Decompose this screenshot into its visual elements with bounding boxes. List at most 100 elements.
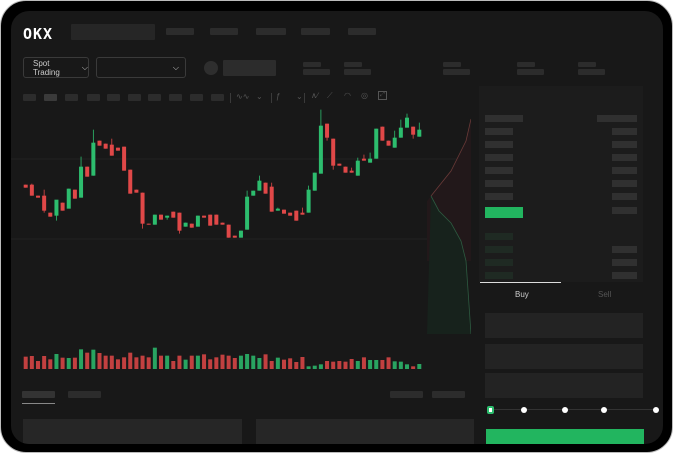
bid-price[interactable] — [485, 272, 513, 279]
ask-size[interactable] — [612, 207, 637, 214]
timeframe-button[interactable] — [23, 94, 36, 101]
bid-price[interactable] — [485, 233, 513, 240]
candle-body — [220, 222, 225, 225]
nav-item[interactable] — [210, 28, 238, 35]
candle-body — [392, 137, 397, 148]
volume-bar — [140, 355, 145, 369]
indicator-icon[interactable]: ƒ — [276, 92, 281, 101]
ask-size[interactable] — [612, 141, 637, 148]
timeframe-button[interactable] — [87, 94, 100, 101]
ask-size[interactable] — [612, 154, 637, 161]
tab-buy[interactable]: Buy — [515, 290, 529, 299]
chevron-down-icon: ⌵ — [81, 62, 88, 72]
pair-dropdown[interactable]: ⌵ — [96, 57, 186, 78]
volume-bar — [263, 354, 268, 369]
nav-item[interactable] — [301, 28, 330, 35]
candle-body — [282, 209, 286, 214]
stat-value — [443, 69, 470, 75]
ask-price[interactable] — [485, 128, 513, 135]
stat-value — [303, 69, 330, 75]
slider-step[interactable] — [601, 407, 607, 413]
volume-bar — [146, 357, 151, 369]
candlestick-chart[interactable] — [11, 101, 471, 376]
candle-body — [343, 166, 348, 173]
market-type-label: Spot Trading — [33, 58, 60, 77]
volume-bar — [325, 361, 330, 369]
timeframe-button[interactable] — [190, 94, 203, 101]
search-bar[interactable] — [71, 24, 155, 40]
chart-type-icon[interactable]: ∿∿ — [236, 92, 250, 101]
timeframe-button[interactable] — [107, 94, 120, 101]
ask-price[interactable] — [485, 180, 513, 187]
tab-open-orders[interactable] — [22, 391, 55, 398]
candle-body — [177, 212, 182, 231]
orderbook-header[interactable] — [485, 115, 523, 122]
volume-bar — [134, 357, 139, 369]
line-icon[interactable]: ∧∕ — [311, 91, 319, 100]
depth-bid-area — [427, 196, 471, 334]
slider-handle[interactable] — [487, 406, 494, 414]
ask-price[interactable] — [485, 167, 513, 174]
slider-step[interactable] — [653, 407, 659, 413]
last-price[interactable] — [485, 207, 523, 218]
timeframe-button[interactable] — [211, 94, 224, 101]
ruler-icon[interactable]: ⟋ — [327, 91, 333, 100]
amount-slider-track[interactable] — [491, 409, 657, 410]
filter-button[interactable] — [432, 391, 465, 398]
tab-order-history[interactable] — [68, 391, 101, 398]
okx-logo[interactable]: OKX — [23, 25, 54, 43]
bid-size[interactable] — [612, 259, 637, 266]
volume-bar — [361, 357, 366, 369]
order-book — [479, 86, 643, 282]
tab-sell[interactable]: Sell — [598, 290, 612, 299]
candle-body — [288, 212, 293, 216]
volume-bar — [288, 358, 293, 369]
timeframe-button[interactable] — [148, 94, 161, 101]
nav-item[interactable] — [348, 28, 376, 35]
volume-bar — [171, 361, 176, 369]
market-type-dropdown[interactable]: Spot Trading ⌵ — [23, 57, 89, 78]
total-input[interactable] — [485, 373, 643, 398]
settings-circle-icon[interactable]: ◎ — [361, 91, 368, 100]
amount-input[interactable] — [485, 344, 643, 369]
timeframe-button[interactable] — [44, 94, 57, 101]
filter-button[interactable] — [390, 391, 423, 398]
chevron-down-icon[interactable]: ⌄ — [296, 92, 303, 101]
bid-price[interactable] — [485, 259, 513, 266]
timeframe-button[interactable] — [128, 94, 141, 101]
stat-label — [344, 62, 362, 67]
timeframe-button[interactable] — [169, 94, 182, 101]
ask-size[interactable] — [612, 180, 637, 187]
volume-bar — [232, 358, 237, 369]
chevron-down-icon[interactable]: ⌄ — [256, 92, 263, 101]
candle-body — [374, 128, 379, 159]
ask-size[interactable] — [612, 128, 637, 135]
volume-bar — [245, 354, 250, 369]
chevron-down-icon: ⌵ — [172, 62, 179, 72]
candle-body — [134, 189, 139, 193]
ask-price[interactable] — [485, 154, 513, 161]
bid-price[interactable] — [485, 246, 513, 253]
buy-submit-button[interactable] — [486, 429, 644, 444]
timeframe-button[interactable] — [65, 94, 78, 101]
slider-step[interactable] — [562, 407, 568, 413]
bid-size[interactable] — [612, 246, 637, 253]
ask-price[interactable] — [485, 141, 513, 148]
expand-icon[interactable]: ⤢ — [378, 91, 387, 100]
stat-label — [303, 62, 321, 67]
camera-icon[interactable]: ◠ — [344, 91, 351, 100]
nav-item[interactable] — [256, 28, 286, 35]
orderbook-header[interactable] — [597, 115, 637, 122]
price-input[interactable] — [485, 313, 643, 338]
candle-body — [97, 140, 102, 146]
nav-item[interactable] — [166, 28, 194, 35]
slider-step[interactable] — [521, 407, 527, 413]
ask-size[interactable] — [612, 193, 637, 200]
candle-body — [79, 166, 84, 198]
bid-size[interactable] — [612, 272, 637, 279]
volume-bar — [368, 360, 373, 369]
ask-size[interactable] — [612, 167, 637, 174]
volume-bar — [208, 359, 213, 369]
ask-price[interactable] — [485, 193, 513, 200]
candle-body — [251, 190, 256, 196]
